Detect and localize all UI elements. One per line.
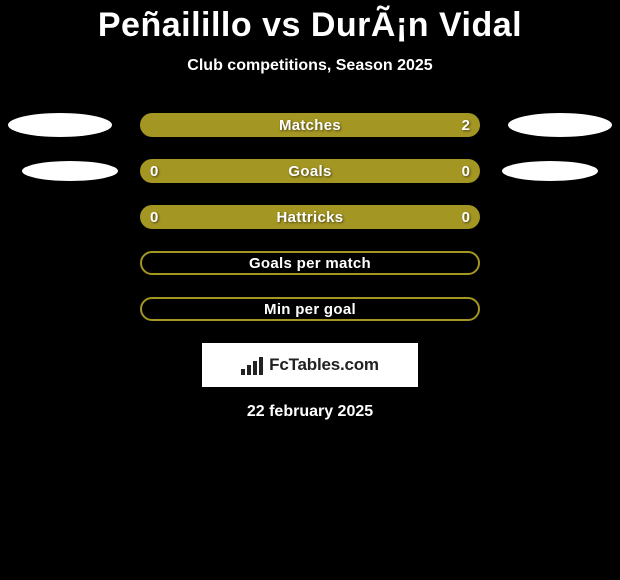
stat-pill: Min per goal [140,297,480,321]
left-ellipse [8,113,112,137]
stat-row: Matches 2 [0,113,620,137]
stat-pill: 0 Hattricks 0 [140,205,480,229]
stat-label: Hattricks [277,209,344,226]
logo-bar [247,365,251,375]
logo-bar [253,361,257,375]
stat-value-left: 0 [150,163,158,180]
stat-value-right: 0 [462,209,470,226]
stat-value-right: 0 [462,163,470,180]
page-title: Peñailillo vs DurÃ¡n Vidal [98,6,522,45]
stat-pill: Goals per match [140,251,480,275]
stat-row: 0 Hattricks 0 [0,205,620,229]
stat-pill: Matches 2 [140,113,480,137]
stat-row: Min per goal [0,297,620,321]
page-subtitle: Club competitions, Season 2025 [187,57,432,75]
stats-rows: Matches 2 0 Goals 0 0 Hattricks 0 Goals per matc… [0,113,620,321]
bar-chart-icon [241,355,263,375]
comparison-card: Peñailillo vs DurÃ¡n Vidal Club competit… [0,0,620,421]
stat-label: Goals per match [249,255,371,272]
stat-row: Goals per match [0,251,620,275]
logo-text: FcTables.com [269,355,379,375]
stat-label: Matches [279,117,341,134]
logo-box: FcTables.com [202,343,418,387]
stat-label: Min per goal [264,301,356,318]
stat-value-left: 0 [150,209,158,226]
right-ellipse [502,161,598,181]
left-ellipse [22,161,118,181]
stat-label: Goals [288,163,331,180]
right-ellipse [508,113,612,137]
snapshot-date: 22 february 2025 [247,403,373,421]
stat-value-right: 2 [462,117,470,134]
stat-pill: 0 Goals 0 [140,159,480,183]
logo-bar [241,369,245,375]
logo-bar [259,357,263,375]
stat-row: 0 Goals 0 [0,159,620,183]
